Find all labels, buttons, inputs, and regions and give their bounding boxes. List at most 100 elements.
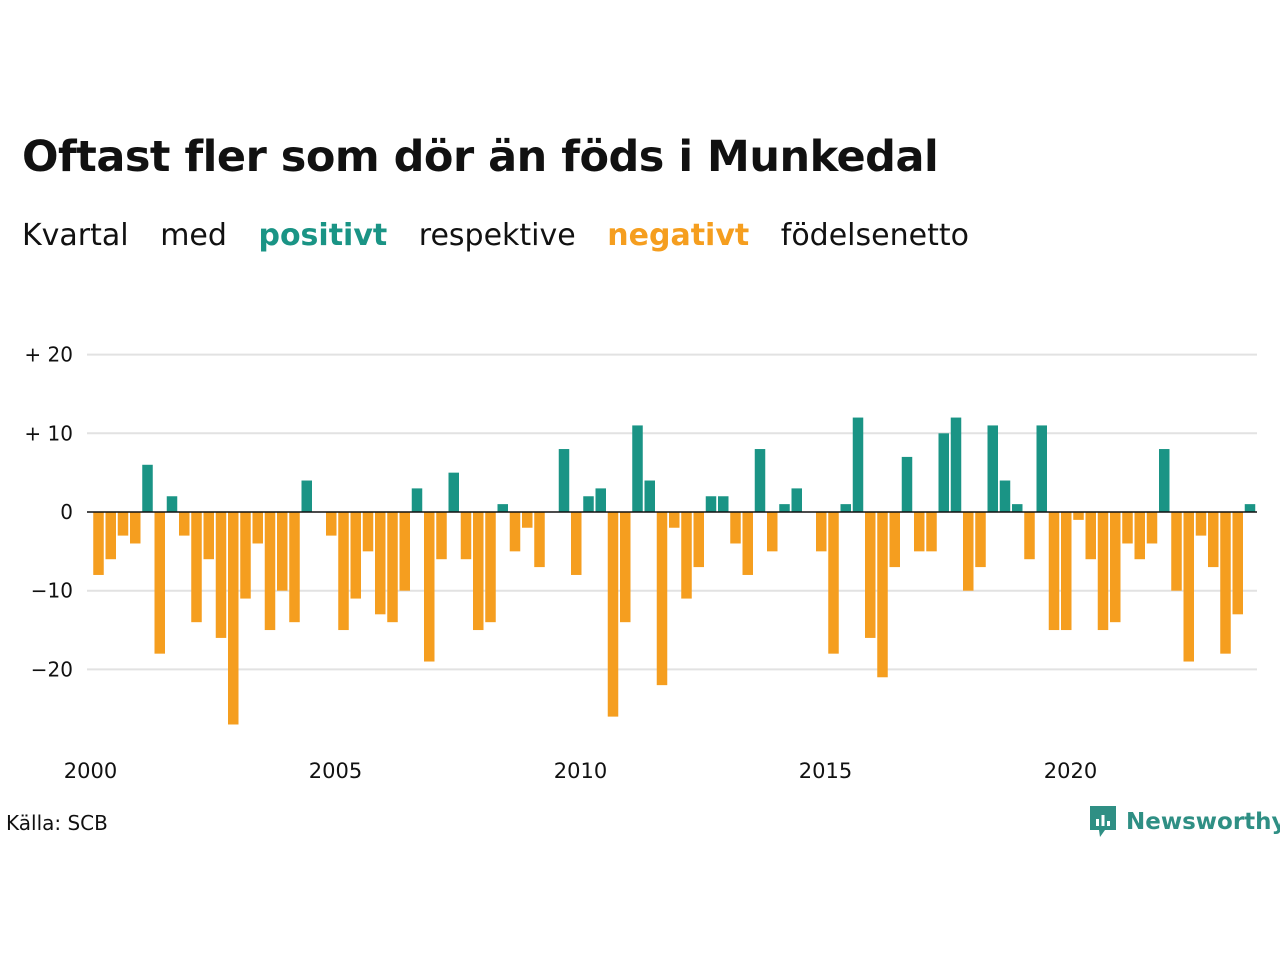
bar-negative [460, 512, 472, 560]
bar-negative [1134, 512, 1145, 560]
subtitle-negative: negativt [607, 218, 750, 253]
y-tick-label: + 20 [24, 343, 73, 367]
bar-positive [791, 488, 802, 512]
bar-negative [179, 512, 190, 536]
bar-negative [767, 512, 778, 552]
bar-positive [1159, 449, 1170, 512]
bar-negative [228, 512, 239, 725]
bar-negative [215, 512, 227, 638]
bar-positive [1244, 504, 1256, 512]
bar-negative [914, 512, 925, 552]
bar-negative [975, 512, 986, 568]
bar-negative [1085, 512, 1096, 560]
y-tick-label: −10 [31, 579, 73, 603]
bar-negative [399, 512, 410, 591]
bar-positive [852, 417, 864, 512]
bar-negative [693, 512, 704, 568]
bar-positive [718, 496, 729, 512]
bar-positive [411, 488, 423, 512]
bar-negative [1122, 512, 1133, 544]
bar-negative [240, 512, 251, 599]
x-tick-label: 2015 [799, 759, 852, 783]
bar-negative [742, 512, 753, 575]
bar-negative [1061, 512, 1072, 631]
bar-negative [1232, 512, 1243, 615]
bar-negative [509, 512, 521, 552]
bar-negative [154, 512, 165, 654]
bar-negative [534, 512, 545, 568]
source-note: Källa: SCB [6, 811, 108, 835]
bar-positive [448, 472, 459, 512]
bar-positive [1012, 504, 1023, 512]
x-tick-label: 2010 [554, 759, 607, 783]
bar-negative [1183, 512, 1194, 662]
bar-negative [338, 512, 349, 631]
bar-negative [436, 512, 447, 560]
bar-negative [117, 512, 129, 536]
bar-negative [656, 512, 668, 686]
bar-negative [889, 512, 900, 568]
bar-positive [166, 496, 178, 512]
chart-subtitle: Kvartal med positivt respektive negativt… [22, 218, 991, 253]
bar-negative [1208, 512, 1219, 568]
bar-negative [926, 512, 937, 552]
bar-negative [963, 512, 974, 591]
bar-positive [950, 417, 962, 512]
bar-negative [350, 512, 361, 599]
bar-negative [730, 512, 741, 544]
subtitle-word: födelsenetto [780, 218, 969, 253]
bar-positive [558, 449, 570, 512]
y-tick-label: −20 [31, 657, 73, 681]
bar-positive [901, 456, 913, 512]
bar-positive [583, 496, 594, 512]
bar-negative [681, 512, 692, 599]
bar-positive [999, 480, 1011, 512]
bar-positive [142, 464, 153, 512]
x-tick-label: 2005 [309, 759, 362, 783]
bar-negative [1097, 512, 1109, 631]
bar-positive [301, 480, 312, 512]
bar-negative [1195, 512, 1207, 536]
bar-negative [326, 512, 337, 536]
bar-negative [522, 512, 533, 528]
bar-negative [277, 512, 288, 591]
bar-negative [252, 512, 263, 544]
bars [93, 417, 1256, 725]
bar-negative [473, 512, 484, 631]
bar-negative [1073, 512, 1084, 520]
bar-negative [571, 512, 582, 575]
bar-negative [1024, 512, 1035, 560]
bar-positive [497, 504, 508, 512]
subtitle-word: Kvartal [22, 218, 129, 253]
bar-negative [1110, 512, 1121, 623]
bar-negative [191, 512, 202, 623]
bar-negative [105, 512, 116, 560]
subtitle-word: respektive [418, 218, 576, 253]
bar-negative [865, 512, 876, 638]
y-tick-label: 0 [60, 500, 73, 524]
bar-negative [387, 512, 398, 623]
axes: + 20 + 10 0 −10 −20 2000 2005 2010 2015 2020 [24, 343, 1257, 783]
x-tick-label: 2000 [64, 759, 117, 783]
bar-negative [1220, 512, 1231, 654]
bar-positive [938, 433, 949, 512]
chart-title: Oftast fler som dör än föds i Munkedal [22, 132, 939, 182]
x-tick-label: 2020 [1044, 759, 1097, 783]
bar-positive [644, 480, 655, 512]
newsworthy-logo: Newsworthy [1088, 804, 1280, 840]
bar-positive [1036, 425, 1047, 512]
bar-negative [607, 512, 619, 717]
bar-negative [93, 512, 104, 575]
bar-positive [840, 504, 851, 512]
bar-negative [877, 512, 888, 678]
bar-negative [362, 512, 374, 552]
bar-negative [669, 512, 680, 528]
bar-negative [1146, 512, 1158, 544]
bar-positive [632, 425, 643, 512]
bar-negative [828, 512, 839, 654]
bar-negative [130, 512, 141, 544]
y-tick-label: + 10 [24, 421, 73, 445]
bar-negative [1171, 512, 1182, 591]
bar-negative [289, 512, 300, 623]
